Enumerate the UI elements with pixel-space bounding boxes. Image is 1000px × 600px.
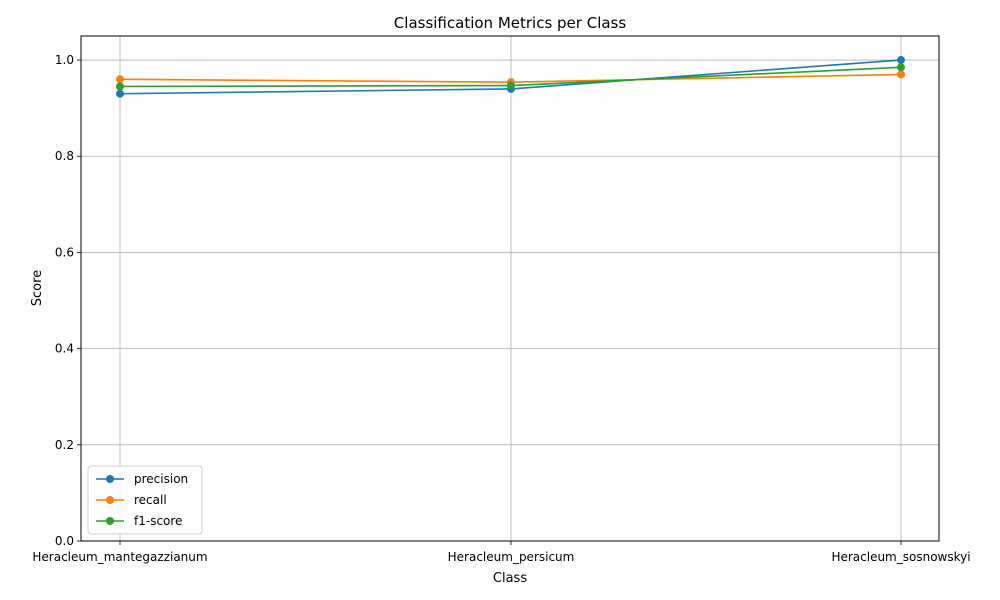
y-tick-label: 0.4 (55, 342, 74, 356)
y-axis: 0.0 0.2 0.4 0.6 0.8 1.0 (55, 53, 81, 548)
x-tick-label: Heracleum_mantegazzianum (32, 550, 207, 564)
series-layer (116, 56, 905, 98)
y-axis-label: Score (30, 270, 45, 306)
data-point-precision (897, 56, 905, 65)
data-point-f1-score (897, 63, 905, 72)
legend-label-recall: recall (134, 493, 167, 507)
legend: precision recall f1-score (87, 465, 203, 535)
x-tick-label: Heracleum_sosnowskyi (831, 550, 970, 564)
legend-marker-f1-score (106, 517, 114, 525)
y-tick-label: 0.2 (55, 438, 74, 452)
x-tick-label: Heracleum_persicum (448, 550, 575, 564)
legend-label-f1-score: f1-score (134, 514, 182, 528)
y-tick-label: 0.8 (55, 149, 74, 163)
plot-frame (80, 35, 940, 542)
data-point-precision (116, 89, 124, 98)
y-tick-label: 0.0 (55, 534, 74, 548)
chart-title: Classification Metrics per Class (394, 14, 627, 32)
grid (81, 36, 939, 542)
legend-label-precision: precision (134, 472, 188, 486)
x-axis: Heracleum_mantegazzianum Heracleum_persic… (32, 541, 971, 564)
data-point-recall (897, 70, 905, 79)
legend-box (87, 465, 203, 535)
legend-marker-precision (106, 475, 114, 483)
y-tick-label: 1.0 (55, 53, 74, 67)
x-axis-label: Class (493, 571, 527, 586)
data-point-recall (116, 75, 124, 84)
data-point-f1-score (116, 82, 124, 91)
data-point-f1-score (507, 81, 515, 90)
legend-marker-recall (106, 496, 114, 504)
y-tick-label: 0.6 (55, 245, 74, 259)
